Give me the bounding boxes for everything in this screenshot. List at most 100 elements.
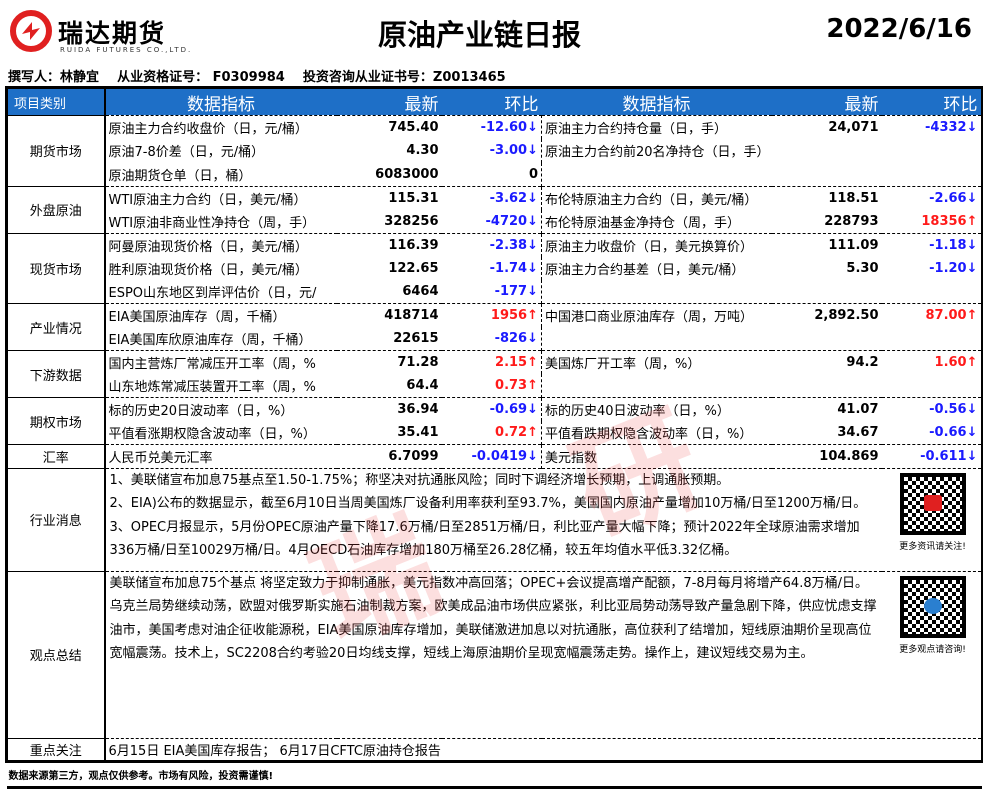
latest-value (772, 280, 882, 304)
col-change2: 环比 (881, 86, 983, 116)
latest-value: 2,892.50 (771, 303, 882, 327)
qr-cell: 更多资讯请关注! (881, 467, 983, 571)
col-metric2: 数据指标 (541, 86, 772, 116)
table-row: EIA美国库欣原油库存（周，千桶） 22615 -826↓ (7, 327, 983, 351)
change-value: 1956↑ (441, 303, 542, 327)
table-row: 山东地炼常减压装置开工率（周，% 64.4 0.73↑ (7, 374, 983, 398)
latest-value: 6464 (402, 284, 439, 299)
qr-code-icon[interactable] (899, 472, 966, 535)
latest-value: 35.41 (397, 425, 439, 440)
metric-name (542, 280, 772, 304)
metric-name: WTI原油非商业性净持仓（周，手） (108, 215, 316, 231)
metric-name: 原油主力收盘价（日，美元换算价） (541, 232, 772, 257)
table-row: 胜利原油现货价格（日，美元/桶） 122.65 -1.74↓ 原油主力合约基差（日，美… (7, 256, 983, 280)
change-value: -1.74↓ (441, 256, 542, 280)
report-date: 2022/6/16 (826, 14, 972, 44)
section-category: 产业情况 (5, 303, 106, 351)
latest-value (772, 327, 882, 351)
metric-name: 标的历史40日波动率（日，%） (541, 397, 772, 421)
table-row: 期权市场 标的历史20日波动率（日，%） 36.94 -0.69↓ 标的历史40日波动率… (5, 397, 983, 445)
change-value (881, 280, 983, 304)
change-value: -2.66↓ (881, 185, 983, 210)
company-logo: 瑞达期货 RUIDA FUTURES CO.,LTD. (10, 10, 210, 56)
news-line: 1、美联储宣布加息75基点至1.50-1.75%；称坚决对抗通胀风险；同时下调经… (109, 472, 730, 488)
metric-name: 布伦特原油主力合约（日，美元/桶） (541, 185, 772, 210)
change-value: 1.60↑ (881, 350, 983, 374)
metric-name: EIA美国原油库存（周，千桶） (104, 303, 337, 327)
latest-value: 4.30 (406, 143, 439, 159)
table-row: ESPO山东地区到岸评估价（日，元/6464 -177↓ (7, 280, 983, 304)
change-value (881, 162, 983, 186)
news-text: 1、美联储宣布加息75基点至1.50-1.75%；称坚决对抗通胀风险；同时下调经… (104, 467, 882, 571)
latest-value: 118.51 (771, 185, 882, 210)
latest-value: 122.65 (388, 260, 439, 276)
col-latest2: 最新 (771, 86, 882, 116)
metric-name: 原油主力合约收盘价（日，元/桶） (104, 115, 337, 139)
section-category: 现货市场 (5, 232, 106, 304)
focus-text: 6月15日 EIA美国库存报告； 6月17日CFTC原油持仓报告 (104, 737, 983, 762)
change-value: -2.38↓ (441, 232, 542, 257)
table-row: 原油7-8价差（日，元/桶） 4.30 -3.00↓ 原油主力合约前20名净持仓（日，… (7, 139, 983, 163)
news-section: 行业消息 1、美联储宣布加息75基点至1.50-1.75%；称坚决对抗通胀风险；… (5, 467, 983, 571)
change-value: -12.60↓ (441, 115, 542, 139)
metric-name: 中国港口商业原油库存（周，万吨） (541, 303, 772, 327)
latest-value: 71.28 (336, 350, 442, 374)
change-value: 18356↑ (881, 209, 983, 233)
change-value: -3.00↓ (441, 139, 542, 163)
change-value: -0.0419↓ (441, 444, 542, 468)
focus-section: 重点关注 6月15日 EIA美国库存报告； 6月17日CFTC原油持仓报告 (5, 737, 983, 762)
data-table: 项目类别 数据指标 最新 环比 数据指标 最新 环比 期货市场 原油主力合约收盘价… (5, 86, 983, 789)
metric-name: 胜利原油现货价格（日，美元/桶） (108, 262, 308, 278)
change-value: -826↓ (441, 327, 542, 351)
col-change: 环比 (441, 86, 542, 116)
latest-value: 6083000 (375, 166, 439, 182)
qr-cell: 更多观点请咨询! (881, 570, 983, 738)
section-category: 汇率 (5, 444, 106, 468)
qr-code-icon[interactable] (899, 575, 966, 638)
summary-text: 美联储宣布加息75个基点 将坚定致力于抑制通胀，美元指数冲高回落；OPEC+会议… (104, 570, 882, 738)
col-metric: 数据指标 (104, 86, 337, 116)
metric-name: 山东地炼常减压装置开工率（周，% (108, 380, 316, 395)
table-row: 产业情况 EIA美国原油库存（周，千桶） 418714 1956↑ 中国港口商业原油库存… (5, 303, 983, 351)
section-category: 期权市场 (5, 397, 106, 445)
news-line: 3、OPEC月报显示，5月份OPEC原油产量下降17.6万桶/日至2851万桶/… (109, 519, 860, 559)
qr-caption: 更多资讯请关注! (899, 541, 966, 552)
metric-name: 原油主力合约基差（日，美元/桶） (545, 262, 745, 278)
author-line: 撰写人：林静宜 从业资格证号： F0309984 投资咨询从业证书号：Z0013… (8, 70, 506, 85)
latest-value: 116.39 (336, 232, 442, 257)
metric-name: 原油主力合约持仓量（日，手） (541, 115, 772, 139)
logo-text: 瑞达期货 (58, 19, 167, 48)
change-value (881, 374, 983, 398)
latest-value: 6.7099 (336, 444, 442, 468)
news-line: 2、EIA)公布的数据显示，截至6月10日当周美国炼厂设备利用率获利至93.7%… (109, 496, 867, 511)
latest-value: 22615 (393, 331, 439, 346)
table-row: 外盘原油 WTI原油主力合约（日，美元/桶） 115.31 -3.62↓ 布伦特原油主力… (5, 185, 983, 233)
metric-name (542, 327, 772, 351)
latest-value: 104.869 (771, 444, 882, 468)
metric-name: 标的历史20日波动率（日，%） (104, 397, 337, 421)
metric-name: 平值看跌期权隐含波动率（日，%） (545, 427, 753, 442)
change-value: 2.15↑ (441, 350, 542, 374)
metric-name (542, 163, 772, 187)
table-row: 汇率 人民币兑美元汇率 6.7099 -0.0419↓ 美元指数 104.869 -0.61… (5, 444, 983, 468)
latest-value: 64.4 (406, 378, 439, 393)
report-title: 原油产业链日报 (378, 18, 582, 52)
metric-name: 美元指数 (541, 444, 772, 468)
latest-value: 94.2 (771, 350, 882, 374)
section-category: 行业消息 (5, 467, 106, 571)
section-category: 观点总结 (5, 570, 106, 738)
change-value (881, 327, 983, 351)
metric-name: ESPO山东地区到岸评估价（日，元/ (108, 286, 317, 301)
report-header: 瑞达期货 RUIDA FUTURES CO.,LTD. 原油产业链日报 2022… (0, 0, 984, 66)
metric-name: 原油主力合约前20名净持仓（日，手） (545, 145, 770, 161)
latest-value: 34.67 (837, 425, 879, 440)
table-row: WTI原油非商业性净持仓（周，手） 328256 -4720↓ 布伦特原油基金净持仓（… (7, 209, 983, 233)
latest-value: 5.30 (846, 260, 879, 276)
qr-caption: 更多观点请咨询! (899, 644, 966, 655)
metric-name: EIA美国库欣原油库存（周，千桶） (108, 333, 312, 348)
change-value: -1.20↓ (881, 256, 983, 280)
change-value: 87.00↑ (881, 303, 983, 327)
table-row: 期货市场 原油主力合约收盘价（日，元/桶） 745.40 -12.60↓ 原油主力合约持… (5, 115, 983, 186)
metric-name: 原油期货仓单（日，桶） (108, 168, 252, 184)
disclaimer: 数据来源第三方，观点仅供参考。市场有风险，投资需谨慎! (6, 760, 982, 789)
